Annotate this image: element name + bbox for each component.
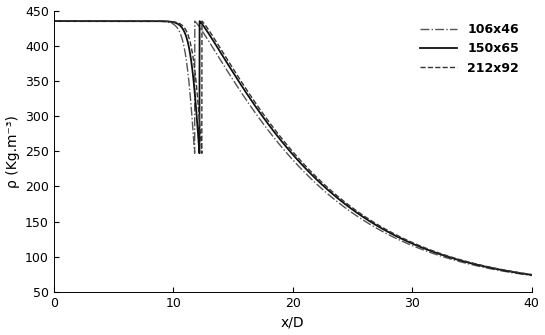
106x46 <box>51 19 57 23</box>
Y-axis label: ρ (Kg.m⁻³): ρ (Kg.m⁻³) <box>5 115 20 188</box>
X-axis label: x/D: x/D <box>281 316 305 329</box>
212x92 <box>105 19 112 23</box>
212x92 <box>134 19 140 23</box>
150x65 <box>468 261 474 265</box>
150x65 <box>234 77 240 81</box>
212x92 <box>255 104 261 108</box>
212x92 <box>468 261 474 265</box>
106x46 <box>134 19 140 23</box>
150x65 <box>519 271 525 275</box>
Line: 150x65: 150x65 <box>54 21 531 275</box>
212x92 <box>234 73 240 77</box>
Line: 106x46: 106x46 <box>54 21 531 275</box>
150x65 <box>51 19 57 23</box>
Line: 212x92: 212x92 <box>54 21 531 274</box>
150x65 <box>134 19 140 23</box>
212x92 <box>528 272 535 276</box>
150x65 <box>528 273 535 277</box>
150x65 <box>255 108 261 112</box>
106x46 <box>255 114 261 118</box>
212x92 <box>51 19 57 23</box>
106x46 <box>105 19 112 23</box>
150x65 <box>105 19 112 23</box>
106x46 <box>528 273 535 277</box>
106x46 <box>519 272 525 276</box>
106x46 <box>234 84 240 88</box>
212x92 <box>519 271 525 275</box>
Legend: 106x46, 150x65, 212x92: 106x46, 150x65, 212x92 <box>414 17 525 81</box>
106x46 <box>468 262 474 266</box>
